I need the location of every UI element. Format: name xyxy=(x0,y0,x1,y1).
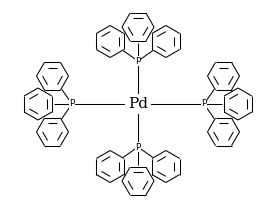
Text: P: P xyxy=(69,99,75,108)
Text: P: P xyxy=(135,56,141,65)
Text: P: P xyxy=(135,143,141,152)
Text: P: P xyxy=(201,99,207,108)
Text: Pd: Pd xyxy=(128,97,148,111)
